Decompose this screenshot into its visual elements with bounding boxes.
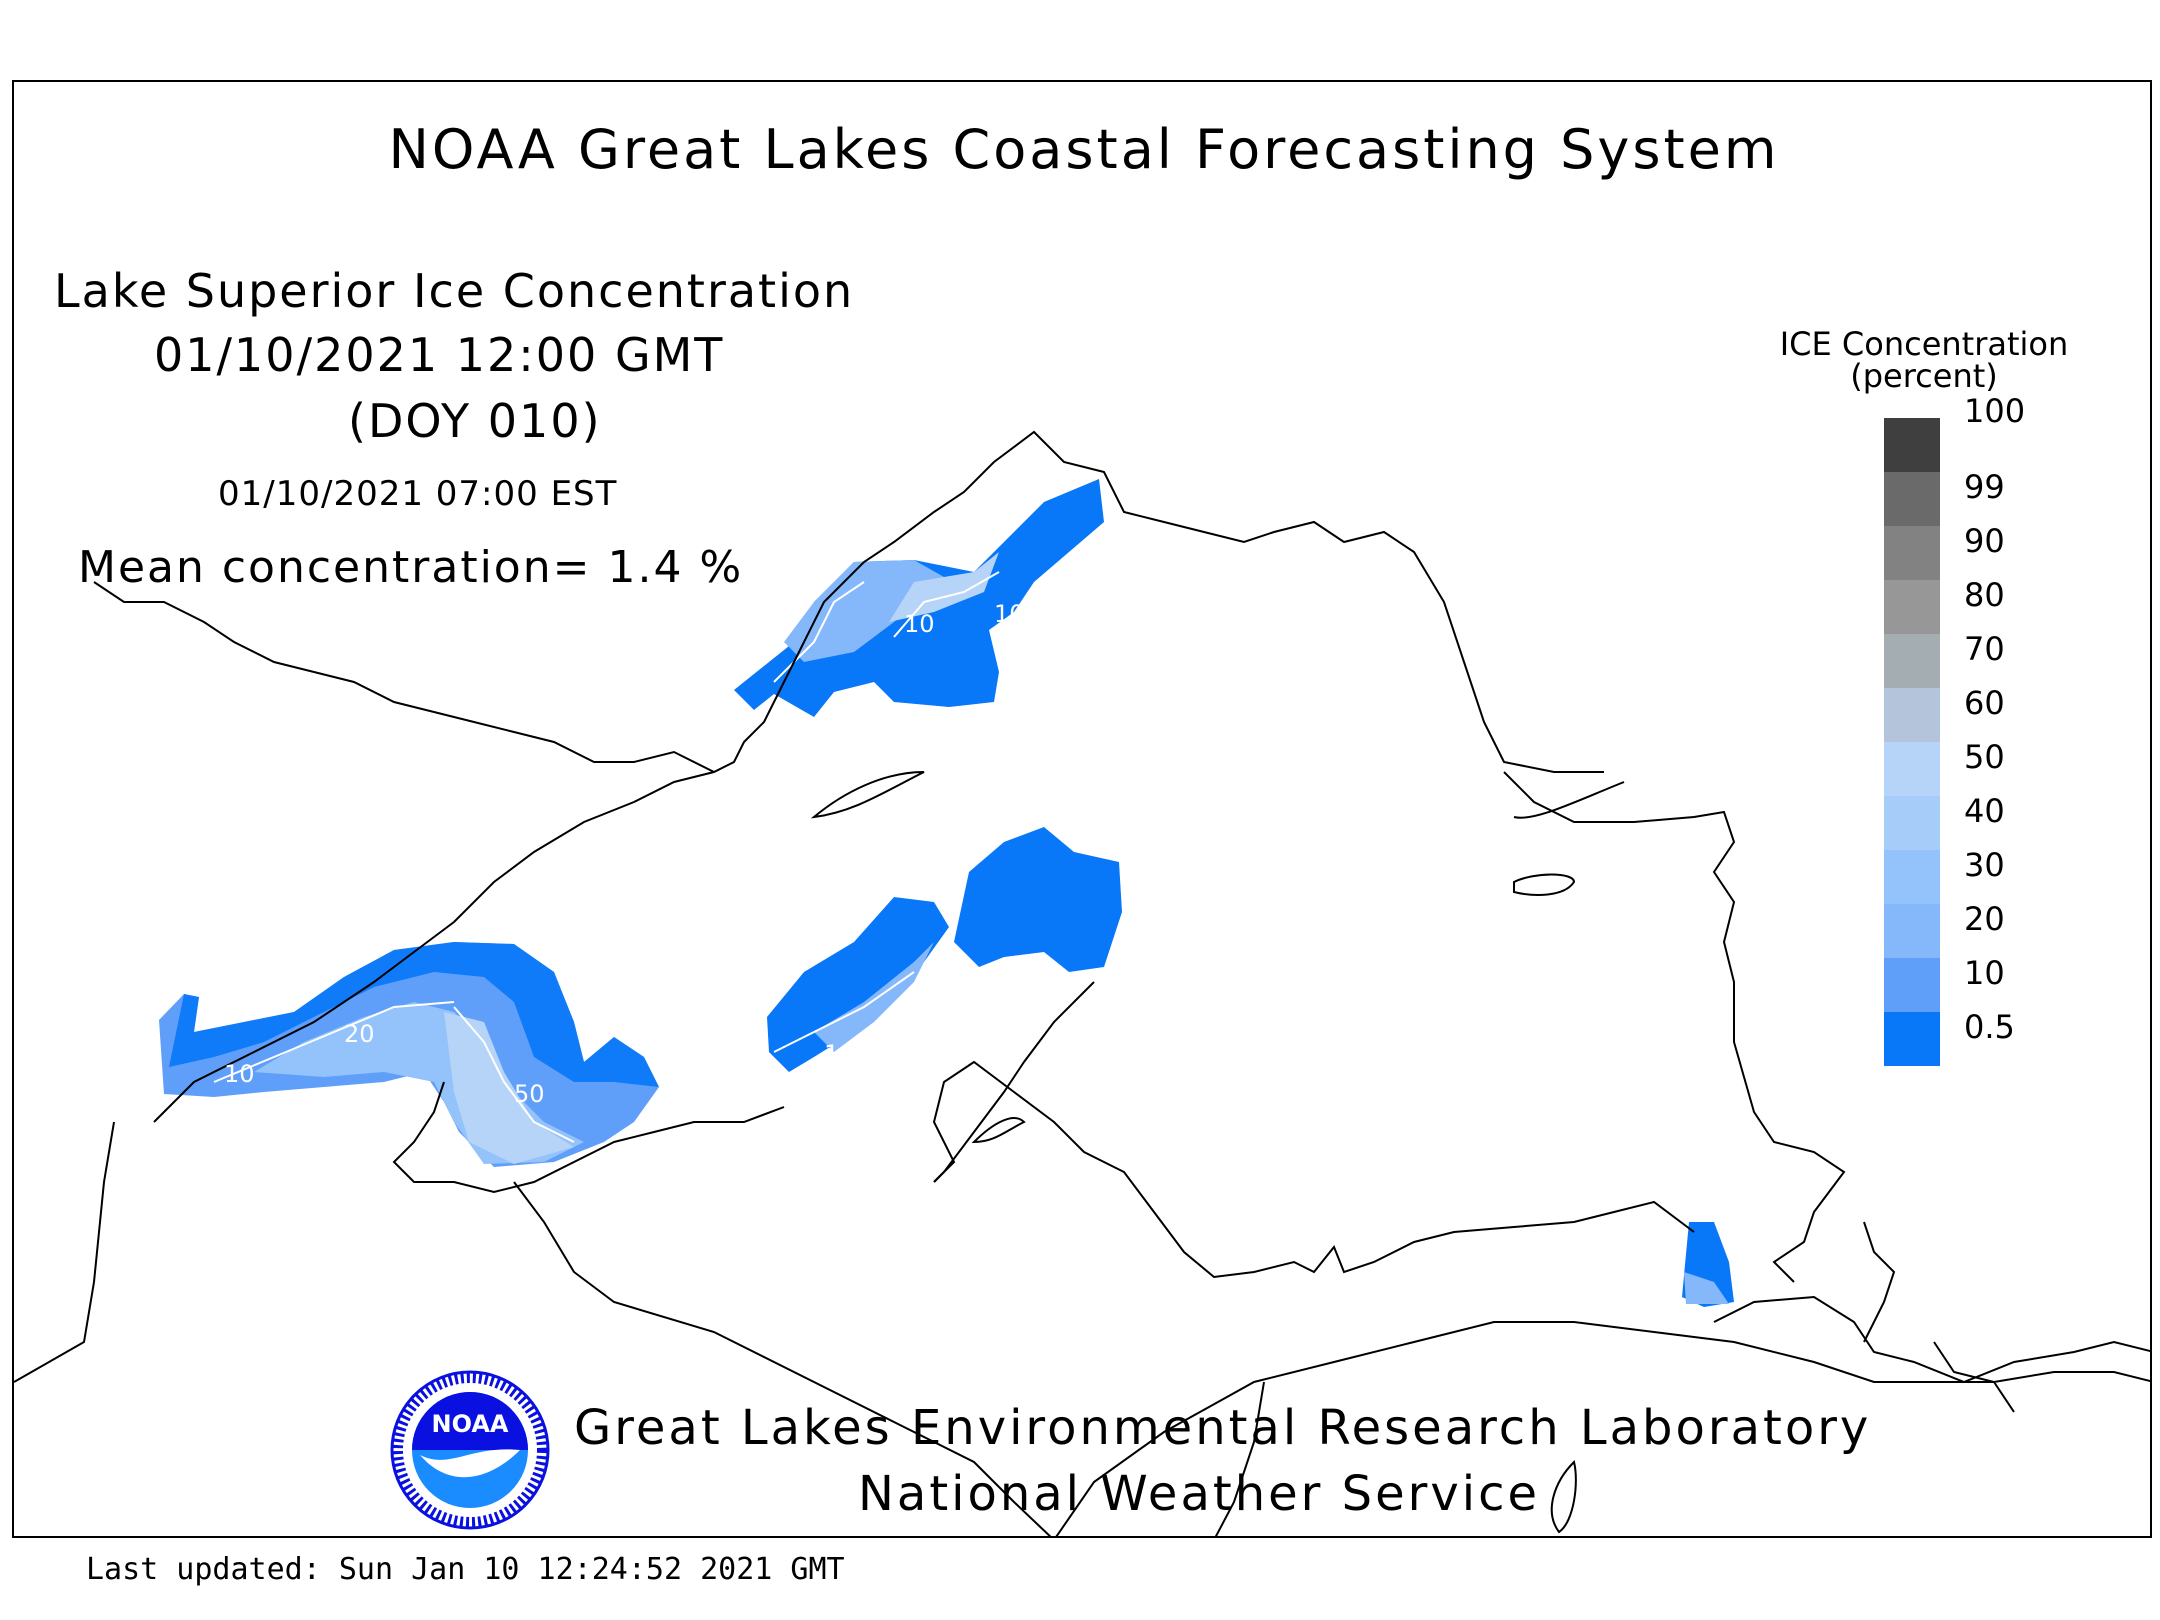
noaa-logo: NOAA: [390, 1370, 550, 1530]
legend-swatch: [1884, 688, 1940, 742]
plot-day-of-year: (DOY 010): [348, 394, 602, 448]
plot-datetime-local: 01/10/2021 07:00 EST: [218, 474, 618, 514]
plot-datetime-gmt: 01/10/2021 12:00 GMT: [154, 328, 725, 382]
legend-label: 99: [1964, 468, 2005, 506]
contour-label: 50: [514, 1080, 545, 1108]
legend-colorbar: [1884, 418, 1940, 1066]
legend-swatch: [1884, 742, 1940, 796]
legend-swatch: [1884, 958, 1940, 1012]
legend-swatch: [1884, 418, 1940, 472]
last-updated: Last updated: Sun Jan 10 12:24:52 2021 G…: [86, 1552, 845, 1587]
contour-label: 10: [224, 1060, 255, 1088]
legend-label: 100: [1964, 392, 2026, 430]
contour-label: 20: [344, 1020, 375, 1048]
ice-region-keweenaw: [767, 827, 1122, 1072]
legend-label: 20: [1964, 900, 2005, 938]
legend-title-line2: (percent): [1850, 357, 1998, 395]
credit-line-2: National Weather Service: [858, 1466, 1541, 1522]
contour-label: 10: [824, 1040, 855, 1068]
svg-text:NOAA: NOAA: [432, 1410, 509, 1438]
ice-concentration-map: 10 10 10 20 50 10: [14, 418, 2150, 1536]
legend-title-line1: ICE Concentration: [1779, 325, 2069, 363]
legend-swatch: [1884, 634, 1940, 688]
legend-label: 0.5: [1964, 1008, 2015, 1046]
legend-label: 40: [1964, 792, 2005, 830]
legend-swatch: [1884, 526, 1940, 580]
legend-label: 10: [1964, 954, 2005, 992]
mean-concentration: Mean concentration= 1.4 %: [78, 542, 744, 593]
coastlines: [14, 430, 2150, 1536]
map-frame: 10 10 10 20 50 10 NOAA Great Lakes Coast…: [12, 80, 2152, 1538]
legend-swatch: [1884, 904, 1940, 958]
ice-region-whitefish: [1682, 1222, 1734, 1307]
legend-label: 70: [1964, 630, 2005, 668]
legend-swatch: [1884, 850, 1940, 904]
contour-label-group: 10 10 10 20 50 10: [224, 600, 1025, 1108]
legend-swatch: [1884, 796, 1940, 850]
legend-label: 60: [1964, 684, 2005, 722]
legend-label: 80: [1964, 576, 2005, 614]
plot-title: Lake Superior Ice Concentration: [54, 264, 855, 318]
contour-label: 10: [994, 600, 1025, 628]
ice-region-north-shore: [734, 479, 1104, 717]
credit-line-1: Great Lakes Environmental Research Labor…: [574, 1400, 1872, 1456]
legend-label: 50: [1964, 738, 2005, 776]
legend-label: 90: [1964, 522, 2005, 560]
ice-region-west-arm: [159, 942, 659, 1167]
legend-swatch: [1884, 472, 1940, 526]
main-title: NOAA Great Lakes Coastal Forecasting Sys…: [388, 118, 1780, 181]
legend-swatch: [1884, 1012, 1940, 1066]
contour-label: 10: [904, 610, 935, 638]
legend-title: ICE Concentration (percent): [1734, 328, 2114, 392]
legend-swatch: [1884, 580, 1940, 634]
legend-label: 30: [1964, 846, 2005, 884]
